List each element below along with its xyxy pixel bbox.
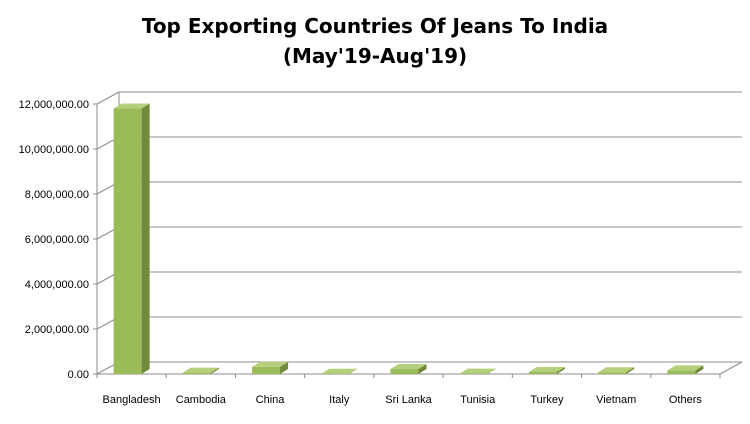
bar-side-7	[626, 367, 635, 374]
y-tick-label-0: 0.00	[68, 369, 89, 381]
bar-top-0	[113, 103, 150, 109]
y-tick-label-1: 2,000,000.00	[25, 324, 89, 336]
x-axis-depth-line	[719, 361, 743, 375]
x-tick-label-7: Vietnam	[596, 394, 636, 406]
gridline-depth-6	[96, 91, 120, 105]
bar-top-8	[667, 365, 704, 371]
bar-8	[667, 370, 696, 374]
x-tick-label-5: Tunisia	[460, 394, 496, 406]
bar-side-3	[349, 368, 358, 374]
bar-side-6	[556, 366, 565, 374]
bar-top-1	[182, 367, 219, 373]
chart-subtitle: (May'19-Aug'19)	[283, 44, 467, 68]
bar-side-8	[695, 365, 704, 374]
bar-1	[182, 372, 211, 374]
x-tick-label-1: Cambodia	[176, 394, 227, 406]
bar-top-4	[390, 364, 427, 370]
bar-top-7	[598, 367, 635, 373]
bar-top-2	[252, 361, 289, 367]
x-tick-label-2: China	[256, 394, 286, 406]
bar-0	[113, 108, 142, 374]
y-tick-label-4: 8,000,000.00	[25, 189, 89, 201]
bar-4	[390, 369, 419, 374]
bar-side-2	[280, 361, 289, 374]
bar-6	[528, 371, 557, 374]
x-tick-label-6: Turkey	[530, 394, 564, 406]
bar-top-6	[528, 366, 565, 372]
y-tick-label-6: 12,000,000.00	[19, 99, 89, 111]
y-tick-label-3: 6,000,000.00	[25, 234, 89, 246]
y-tick-label-5: 10,000,000.00	[19, 144, 89, 156]
bar-side-1	[210, 367, 219, 374]
y-tick-label-2: 4,000,000.00	[25, 279, 89, 291]
bar-side-4	[418, 364, 427, 374]
plot-area: 0.00 2,000,000.00 4,000,000.00 6,000,000.00…	[19, 91, 743, 406]
x-tick-label-4: Sri Lanka	[385, 394, 432, 406]
bar-top-5	[459, 368, 496, 374]
bar-side-0	[141, 103, 150, 374]
bar-side-5	[487, 368, 496, 374]
chart-title: Top Exporting Countries Of Jeans To Indi…	[142, 14, 608, 38]
x-tick-label-8: Others	[669, 394, 703, 406]
x-tick-label-3: Italy	[329, 394, 350, 406]
bar-7	[598, 372, 627, 374]
bar-top-3	[321, 368, 358, 374]
bar-2	[252, 366, 281, 374]
x-tick-label-0: Bangladesh	[103, 394, 161, 406]
